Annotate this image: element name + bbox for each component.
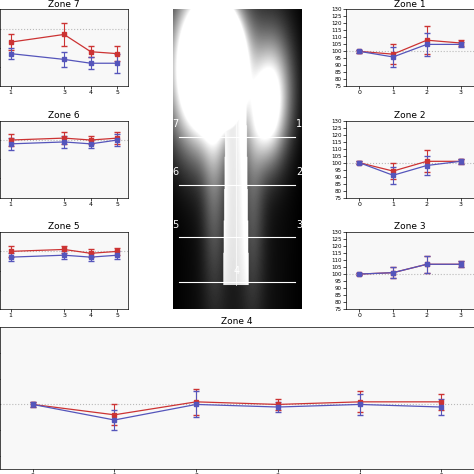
Text: 7: 7	[172, 119, 178, 129]
Title: Zone 4: Zone 4	[221, 317, 253, 326]
Text: 1: 1	[296, 119, 302, 129]
Title: Zone 2: Zone 2	[394, 111, 426, 120]
Title: Zone 7: Zone 7	[48, 0, 80, 9]
Text: 5: 5	[172, 219, 178, 229]
Title: Zone 6: Zone 6	[48, 111, 80, 120]
Title: Zone 1: Zone 1	[394, 0, 426, 9]
Text: 6: 6	[172, 167, 178, 177]
Text: 3: 3	[296, 219, 302, 229]
Text: 2: 2	[296, 167, 302, 177]
Title: Zone 5: Zone 5	[48, 222, 80, 231]
Title: Zone 3: Zone 3	[394, 222, 426, 231]
Text: 4: 4	[234, 266, 240, 276]
